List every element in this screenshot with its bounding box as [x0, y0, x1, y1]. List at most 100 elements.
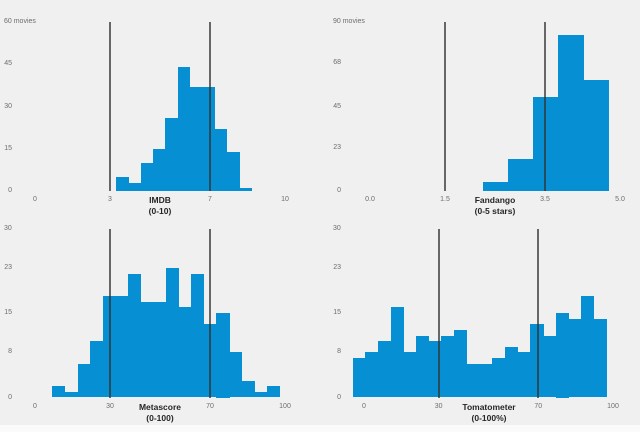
hist-bar-metascore-16 — [254, 391, 268, 398]
hist-bar-metascore-17 — [266, 386, 280, 398]
y-tick-label: 23 — [4, 263, 12, 271]
footer-strip — [0, 425, 640, 432]
x-tick-label: 10 — [281, 196, 289, 203]
x-tick-label: 0 — [362, 402, 366, 410]
hist-bar-metascore-10 — [178, 307, 192, 398]
hist-bar-tomatometer-2 — [377, 341, 392, 398]
chart-title-imdb: IMDB — [149, 195, 171, 205]
x-tick-label: 3 — [108, 196, 112, 203]
hist-bar-metascore-0 — [52, 386, 66, 398]
y-tick-label: 15 — [4, 144, 12, 152]
hist-bar-metascore-6 — [128, 273, 142, 398]
hist-bar-imdb-0 — [116, 176, 129, 191]
hist-bar-tomatometer-4 — [403, 352, 417, 398]
x-tick-label: 100 — [279, 402, 291, 410]
hist-bar-metascore-15 — [241, 380, 255, 398]
y-tick-label: 0 — [8, 187, 12, 194]
hist-bar-tomatometer-7 — [441, 335, 455, 398]
histogram-panel-tomatometer: 0 8 15 23 30 0 30 70 100 Tomatometer (0-100%) — [320, 216, 640, 432]
y-tick-label: 45 — [333, 102, 341, 110]
histogram-panel-fandango: 0 23 45 68 90 movies 0.0 1.5 3.5 5.0 Fandango (0-5… — [320, 0, 640, 216]
x-tick-label: 30 — [434, 402, 443, 410]
benchmark-line-fandango-0 — [444, 22, 446, 191]
hist-bar-tomatometer-14 — [530, 324, 544, 398]
y-tick-label: 45 — [4, 60, 12, 68]
hist-bar-tomatometer-11 — [492, 358, 506, 398]
hist-bar-imdb-10 — [239, 188, 253, 191]
hist-bar-imdb-9 — [226, 151, 240, 191]
histogram-panel-metascore: 0 8 15 23 30 0 30 70 100 Metascore (0-100) — [0, 216, 320, 432]
x-tick-label: 7 — [208, 196, 212, 203]
hist-bar-fandango-4 — [583, 80, 610, 191]
x-tick-label: 70 — [534, 402, 543, 410]
hist-bar-tomatometer-15 — [543, 335, 557, 398]
x-tick-label: 0 — [33, 402, 37, 410]
hist-bar-metascore-11 — [191, 273, 205, 398]
benchmark-line-tomatometer-1 — [537, 228, 540, 398]
hist-bar-imdb-5 — [177, 67, 191, 191]
hist-bar-tomatometer-6 — [428, 341, 442, 398]
benchmark-line-tomatometer-0 — [437, 228, 440, 398]
y-tick-label: 68 — [333, 59, 341, 67]
hist-bar-tomatometer-5 — [416, 335, 430, 398]
y-tick-label: 23 — [333, 263, 341, 271]
x-tick-label: 3.5 — [540, 196, 550, 203]
hist-bar-metascore-5 — [115, 296, 129, 398]
y-axis-top-label: 30 — [4, 224, 12, 232]
x-tick-label: 0 — [33, 196, 37, 203]
y-tick-label: 30 — [4, 102, 12, 110]
x-tick-label: 5.0 — [615, 196, 625, 203]
hist-bar-imdb-8 — [214, 129, 228, 191]
benchmark-line-metascore-1 — [209, 228, 211, 398]
y-axis-top-label: 90 movies — [333, 18, 365, 25]
benchmark-line-metascore-0 — [109, 228, 111, 398]
benchmark-line-imdb-0 — [109, 22, 111, 191]
benchmark-line-imdb-1 — [209, 22, 211, 191]
chart-title-metascore: Metascore — [138, 401, 182, 412]
hist-bar-tomatometer-9 — [466, 363, 481, 398]
hist-bar-metascore-14 — [229, 352, 243, 398]
hist-bar-metascore-9 — [165, 267, 179, 398]
chart-subtitle-imdb: (0-10) — [148, 206, 172, 216]
hist-bar-imdb-4 — [165, 117, 179, 191]
hist-bar-tomatometer-18 — [581, 296, 595, 398]
hist-bar-imdb-3 — [152, 148, 166, 191]
chart-subtitle-fandango: (0-5 stars) — [474, 206, 516, 216]
hist-bar-imdb-1 — [128, 182, 142, 191]
hist-bar-tomatometer-12 — [504, 346, 519, 398]
x-tick-label: 0.0 — [365, 196, 375, 203]
y-axis-top-label: 30 — [333, 224, 341, 232]
hist-bar-tomatometer-16 — [555, 313, 569, 398]
hist-bar-tomatometer-19 — [593, 318, 608, 398]
hist-bar-metascore-1 — [64, 391, 78, 398]
hist-bar-tomatometer-8 — [454, 329, 468, 398]
chart-title-tomatometer: Tomatometer — [462, 401, 516, 412]
y-tick-label: 0 — [8, 393, 12, 401]
x-tick-label: 1.5 — [440, 196, 450, 203]
hist-bar-tomatometer-17 — [568, 318, 582, 398]
hist-bar-tomatometer-10 — [479, 363, 493, 398]
hist-bar-fandango-3 — [558, 35, 584, 191]
benchmark-line-fandango-1 — [544, 22, 546, 191]
y-tick-label: 23 — [333, 143, 341, 151]
chart-title-fandango: Fandango — [474, 195, 516, 205]
y-tick-label: 15 — [4, 309, 12, 316]
hist-bar-imdb-6 — [189, 86, 203, 191]
y-tick-label: 8 — [337, 348, 341, 356]
hist-bar-metascore-7 — [140, 301, 154, 398]
y-tick-label: 0 — [337, 187, 341, 194]
hist-bar-imdb-7 — [202, 86, 216, 191]
chart-subtitle-tomatometer: (0-100%) — [471, 412, 507, 423]
hist-bar-metascore-2 — [77, 363, 91, 398]
hist-bar-fandango-0 — [482, 181, 509, 191]
hist-bar-metascore-8 — [153, 301, 167, 398]
x-tick-label: 100 — [607, 402, 619, 410]
hist-bar-tomatometer-3 — [390, 307, 404, 398]
hist-bar-metascore-3 — [90, 341, 104, 398]
x-tick-label: 30 — [106, 402, 114, 410]
y-tick-label: 0 — [337, 393, 341, 401]
hist-bar-metascore-13 — [216, 313, 230, 398]
hist-bar-imdb-2 — [140, 162, 154, 191]
hist-bar-tomatometer-0 — [352, 358, 366, 398]
